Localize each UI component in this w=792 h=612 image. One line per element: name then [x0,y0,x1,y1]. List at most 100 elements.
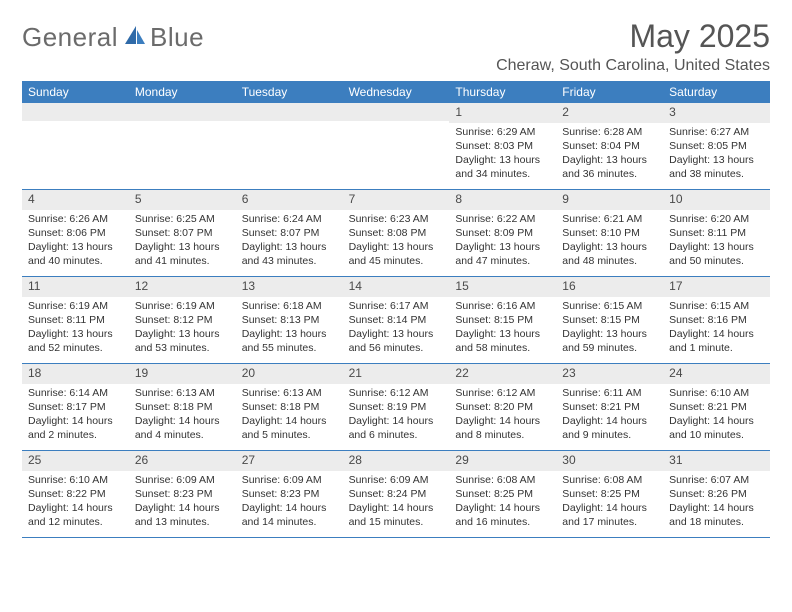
sunset-text: Sunset: 8:10 PM [562,226,657,240]
sunrise-text: Sunrise: 6:29 AM [455,125,550,139]
sunrise-text: Sunrise: 6:09 AM [242,473,337,487]
day-of-week-header: Sunday Monday Tuesday Wednesday Thursday… [22,81,770,103]
calendar-day: 25Sunrise: 6:10 AMSunset: 8:22 PMDayligh… [22,451,129,537]
brand-name-2: Blue [150,22,204,53]
day-number: 13 [236,277,343,297]
day-details: Sunrise: 6:22 AMSunset: 8:09 PMDaylight:… [449,210,556,273]
dow-thursday: Thursday [449,81,556,103]
sunset-text: Sunset: 8:26 PM [669,487,764,501]
calendar-grid: Sunday Monday Tuesday Wednesday Thursday… [22,81,770,538]
sunrise-text: Sunrise: 6:19 AM [28,299,123,313]
calendar-day [343,103,450,189]
day-number: 21 [343,364,450,384]
calendar-day: 5Sunrise: 6:25 AMSunset: 8:07 PMDaylight… [129,190,236,276]
sunrise-text: Sunrise: 6:08 AM [455,473,550,487]
calendar-week: 18Sunrise: 6:14 AMSunset: 8:17 PMDayligh… [22,364,770,451]
day-details: Sunrise: 6:07 AMSunset: 8:26 PMDaylight:… [663,471,770,534]
day-number [343,103,450,121]
sunset-text: Sunset: 8:16 PM [669,313,764,327]
dow-saturday: Saturday [663,81,770,103]
sunrise-text: Sunrise: 6:17 AM [349,299,444,313]
calendar-day [22,103,129,189]
sunrise-text: Sunrise: 6:23 AM [349,212,444,226]
day-details: Sunrise: 6:26 AMSunset: 8:06 PMDaylight:… [22,210,129,273]
dow-wednesday: Wednesday [343,81,450,103]
daylight-text: Daylight: 13 hours and 41 minutes. [135,240,230,268]
daylight-text: Daylight: 13 hours and 43 minutes. [242,240,337,268]
day-number: 4 [22,190,129,210]
sunset-text: Sunset: 8:19 PM [349,400,444,414]
day-details: Sunrise: 6:18 AMSunset: 8:13 PMDaylight:… [236,297,343,360]
day-details: Sunrise: 6:08 AMSunset: 8:25 PMDaylight:… [449,471,556,534]
day-details: Sunrise: 6:08 AMSunset: 8:25 PMDaylight:… [556,471,663,534]
day-details: Sunrise: 6:24 AMSunset: 8:07 PMDaylight:… [236,210,343,273]
calendar-day: 12Sunrise: 6:19 AMSunset: 8:12 PMDayligh… [129,277,236,363]
sunset-text: Sunset: 8:05 PM [669,139,764,153]
day-details: Sunrise: 6:27 AMSunset: 8:05 PMDaylight:… [663,123,770,186]
sunset-text: Sunset: 8:06 PM [28,226,123,240]
day-number: 15 [449,277,556,297]
calendar-day: 4Sunrise: 6:26 AMSunset: 8:06 PMDaylight… [22,190,129,276]
sunrise-text: Sunrise: 6:15 AM [669,299,764,313]
weeks-container: 1Sunrise: 6:29 AMSunset: 8:03 PMDaylight… [22,103,770,538]
sunrise-text: Sunrise: 6:24 AM [242,212,337,226]
daylight-text: Daylight: 13 hours and 34 minutes. [455,153,550,181]
calendar-day: 15Sunrise: 6:16 AMSunset: 8:15 PMDayligh… [449,277,556,363]
daylight-text: Daylight: 14 hours and 6 minutes. [349,414,444,442]
calendar-week: 4Sunrise: 6:26 AMSunset: 8:06 PMDaylight… [22,190,770,277]
day-details: Sunrise: 6:16 AMSunset: 8:15 PMDaylight:… [449,297,556,360]
sunrise-text: Sunrise: 6:12 AM [455,386,550,400]
sunset-text: Sunset: 8:03 PM [455,139,550,153]
dow-sunday: Sunday [22,81,129,103]
day-details: Sunrise: 6:19 AMSunset: 8:11 PMDaylight:… [22,297,129,360]
sunset-text: Sunset: 8:21 PM [562,400,657,414]
calendar-day: 26Sunrise: 6:09 AMSunset: 8:23 PMDayligh… [129,451,236,537]
day-number: 10 [663,190,770,210]
brand-logo: General Blue [22,18,204,53]
day-number: 3 [663,103,770,123]
calendar-day: 14Sunrise: 6:17 AMSunset: 8:14 PMDayligh… [343,277,450,363]
day-details: Sunrise: 6:14 AMSunset: 8:17 PMDaylight:… [22,384,129,447]
sail-icon [123,24,147,51]
daylight-text: Daylight: 13 hours and 45 minutes. [349,240,444,268]
day-details: Sunrise: 6:17 AMSunset: 8:14 PMDaylight:… [343,297,450,360]
day-number: 25 [22,451,129,471]
daylight-text: Daylight: 13 hours and 55 minutes. [242,327,337,355]
day-details: Sunrise: 6:19 AMSunset: 8:12 PMDaylight:… [129,297,236,360]
sunset-text: Sunset: 8:11 PM [669,226,764,240]
calendar-day: 13Sunrise: 6:18 AMSunset: 8:13 PMDayligh… [236,277,343,363]
calendar-day: 18Sunrise: 6:14 AMSunset: 8:17 PMDayligh… [22,364,129,450]
sunrise-text: Sunrise: 6:16 AM [455,299,550,313]
sunset-text: Sunset: 8:24 PM [349,487,444,501]
sunrise-text: Sunrise: 6:22 AM [455,212,550,226]
sunset-text: Sunset: 8:04 PM [562,139,657,153]
sunrise-text: Sunrise: 6:25 AM [135,212,230,226]
day-number: 18 [22,364,129,384]
sunrise-text: Sunrise: 6:28 AM [562,125,657,139]
sunrise-text: Sunrise: 6:07 AM [669,473,764,487]
sunset-text: Sunset: 8:22 PM [28,487,123,501]
calendar-day: 6Sunrise: 6:24 AMSunset: 8:07 PMDaylight… [236,190,343,276]
day-number [22,103,129,121]
daylight-text: Daylight: 13 hours and 48 minutes. [562,240,657,268]
daylight-text: Daylight: 14 hours and 8 minutes. [455,414,550,442]
sunrise-text: Sunrise: 6:10 AM [28,473,123,487]
day-number: 5 [129,190,236,210]
sunrise-text: Sunrise: 6:10 AM [669,386,764,400]
sunrise-text: Sunrise: 6:26 AM [28,212,123,226]
day-details: Sunrise: 6:10 AMSunset: 8:21 PMDaylight:… [663,384,770,447]
day-number: 9 [556,190,663,210]
day-number: 26 [129,451,236,471]
sunset-text: Sunset: 8:23 PM [135,487,230,501]
calendar-day: 19Sunrise: 6:13 AMSunset: 8:18 PMDayligh… [129,364,236,450]
location-subtitle: Cheraw, South Carolina, United States [496,57,770,75]
daylight-text: Daylight: 14 hours and 5 minutes. [242,414,337,442]
daylight-text: Daylight: 14 hours and 16 minutes. [455,501,550,529]
sunset-text: Sunset: 8:13 PM [242,313,337,327]
sunset-text: Sunset: 8:08 PM [349,226,444,240]
calendar-day: 10Sunrise: 6:20 AMSunset: 8:11 PMDayligh… [663,190,770,276]
daylight-text: Daylight: 13 hours and 47 minutes. [455,240,550,268]
calendar-day: 20Sunrise: 6:13 AMSunset: 8:18 PMDayligh… [236,364,343,450]
day-details: Sunrise: 6:29 AMSunset: 8:03 PMDaylight:… [449,123,556,186]
calendar-day: 3Sunrise: 6:27 AMSunset: 8:05 PMDaylight… [663,103,770,189]
